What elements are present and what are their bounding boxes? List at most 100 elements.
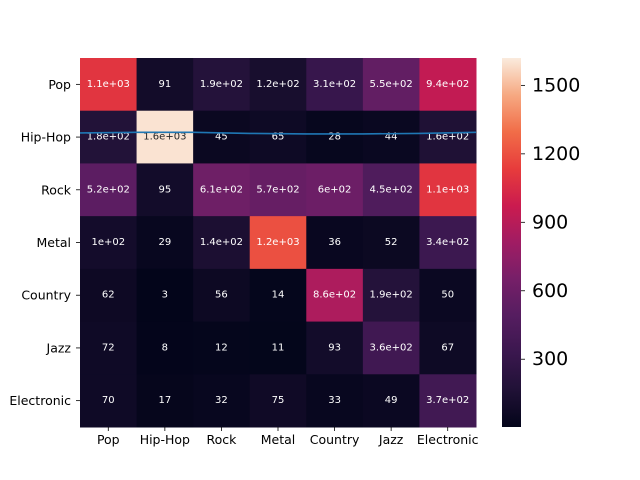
heatmap-cell-1-5 [362,110,420,164]
heatmap-cell-0-5 [362,58,420,112]
heatmap-cell-1-0 [80,110,138,164]
heatmap-cell-1-1 [136,110,194,164]
heatmap-cell-5-2 [193,321,251,375]
cell-value-label-0-6: 9.4e+02 [426,79,469,90]
heatmap-cell-1-2 [193,110,251,164]
heatmap-cell-3-1 [136,216,194,270]
heatmap-cell-2-2 [193,163,251,217]
cell-value-label-2-6: 1.1e+03 [426,184,469,195]
y-tick-label-3: Metal [36,235,71,250]
overlay-line-layer [79,131,477,135]
cell-value-label-4-0: 62 [102,290,115,301]
heatmap-cell-2-4 [306,163,364,217]
heatmap-cell-4-5 [362,268,420,323]
cell-value-label-0-1: 91 [158,79,171,90]
heatmap-cell-4-6 [419,268,477,323]
heatmap-cell-3-0 [80,216,138,270]
heatmap-cell-0-6 [419,58,477,112]
cell-value-label-5-2: 12 [215,342,228,353]
y-tick-label-5: Jazz [46,340,72,355]
x-tick-label-6: Electronic [417,432,479,447]
heatmap-cell-3-5 [362,216,420,270]
cell-value-label-4-1: 3 [162,290,168,301]
cell-value-label-2-4: 6e+02 [318,184,352,195]
cell-value-label-4-5: 1.9e+02 [370,290,413,301]
heatmap-cell-5-6 [419,321,477,375]
cell-value-label-2-1: 95 [158,184,171,195]
cell-value-label-5-4: 93 [328,342,341,353]
heatmap-cell-6-6 [419,374,477,428]
x-tick-label-4: Country [310,432,360,447]
heatmap-cell-1-3 [249,110,307,164]
cell-value-label-4-3: 14 [272,290,285,301]
y-tick-label-4: Country [21,288,71,303]
heatmap-cell-2-0 [80,163,138,217]
heatmap-cell-4-3 [249,268,307,323]
x-tick-label-1: Hip-Hop [140,432,190,447]
y-tick-label-2: Rock [41,182,72,197]
colorbar: 300 600 900 1200 1500 [502,58,580,427]
x-tick-label-5: Jazz [378,432,404,447]
cell-value-label-5-6: 67 [441,342,454,353]
cell-value-label-0-0: 1.1e+03 [87,79,130,90]
cell-value-label-2-5: 4.5e+02 [370,184,413,195]
cell-value-label-1-4: 28 [328,132,341,143]
heatmap-cell-2-1 [136,163,194,217]
cell-value-label-3-6: 3.4e+02 [426,237,469,248]
cell-value-label-3-5: 52 [385,237,398,248]
y-tick-label-6: Electronic [9,393,71,408]
cell-value-label-0-5: 5.5e+02 [370,79,413,90]
cell-value-label-6-4: 33 [328,395,341,406]
colorbar-tick-label-3: 1200 [532,143,580,165]
cell-value-label-6-0: 70 [102,395,115,406]
colorbar-tick-label-4: 1500 [532,74,580,96]
heatmap-cell-labels: 1.1e+03 91 1.9e+02 1.2e+02 3.1e+02 5.5e+02 9.4… [87,79,470,406]
cell-value-label-3-1: 29 [158,237,171,248]
cell-value-label-6-2: 32 [215,395,228,406]
cell-value-label-5-0: 72 [102,342,115,353]
heatmap-cell-4-2 [193,268,251,323]
heatmap-cells [80,58,477,428]
colorbar-tick-label-2: 900 [532,211,568,233]
cell-value-label-3-2: 1.4e+02 [200,237,243,248]
cell-value-label-0-2: 1.9e+02 [200,79,243,90]
cell-value-label-0-3: 1.2e+02 [256,79,299,90]
x-tick-label-0: Pop [97,432,120,447]
overlay-line [79,131,477,135]
heatmap-cell-3-3 [249,216,307,270]
x-tick-label-2: Rock [206,432,237,447]
y-tick-label-1: Hip-Hop [21,130,71,145]
heatmap-cell-0-4 [306,58,364,112]
heatmap-cell-5-0 [80,321,138,375]
heatmap-cell-3-4 [306,216,364,270]
heatmap-cell-0-2 [193,58,251,112]
heatmap-cell-2-3 [249,163,307,217]
heatmap-cell-3-2 [193,216,251,270]
heatmap-cell-6-1 [136,374,194,428]
heatmap-cell-1-4 [306,110,364,164]
heatmap-cell-6-4 [306,374,364,428]
heatmap-cell-3-6 [419,216,477,270]
heatmap-cell-0-3 [249,58,307,112]
cell-value-label-0-4: 3.1e+02 [313,79,356,90]
cell-value-label-3-4: 36 [328,237,341,248]
colorbar-tick-label-1: 600 [532,280,568,302]
heatmap-cell-0-1 [136,58,194,112]
cell-value-label-5-3: 11 [272,342,285,353]
heatmap-cell-6-2 [193,374,251,428]
cell-value-label-1-1: 1.6e+03 [143,132,186,143]
y-tick-label-0: Pop [48,77,71,92]
cell-value-label-2-3: 5.7e+02 [256,184,299,195]
colorbar-tick-label-0: 300 [532,348,568,370]
cell-value-label-5-5: 3.6e+02 [370,342,413,353]
x-axis: Pop Hip-Hop Rock Metal Country Jazz Electronic [97,427,479,447]
cell-value-label-2-2: 6.1e+02 [200,184,243,195]
heatmap-cell-4-4 [306,268,364,323]
cell-value-label-4-6: 50 [441,290,454,301]
cell-value-label-2-0: 5.2e+02 [87,184,130,195]
cell-value-label-6-3: 75 [272,395,285,406]
heatmap-cell-2-6 [419,163,477,217]
heatmap-cell-5-4 [306,321,364,375]
heatmap-cell-6-0 [80,374,138,428]
heatmap-cell-2-5 [362,163,420,217]
